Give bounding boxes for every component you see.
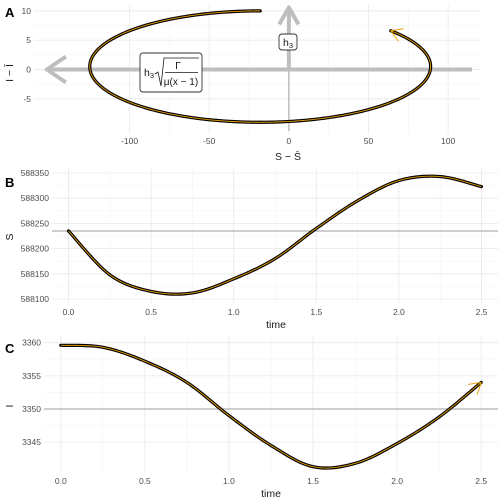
x-tick-label: -100 [121, 136, 138, 146]
x-tick-label: 2.0 [393, 307, 405, 317]
y-tick-label: 588150 [21, 269, 50, 279]
trajectory-overlay [89, 10, 432, 123]
y-tick-label: 588250 [21, 218, 50, 228]
panel-b-xlabel: time [266, 319, 286, 331]
panel-a-trajectory [88, 9, 433, 124]
h3-label-box: h3 [278, 33, 298, 51]
trajectory-arrowhead [389, 28, 404, 42]
x-tick-label: 2.0 [391, 476, 403, 486]
panel-a-xlabel: S − S̄ [275, 150, 301, 163]
x-tick-label: 0.5 [139, 476, 151, 486]
panel-c-ticks: 0.0 0.5 1.0 1.5 2.0 2.5 3345 3350 3355 3360 [22, 338, 487, 486]
x-tick-label: 1.5 [307, 476, 319, 486]
y-tick-label: 10 [22, 6, 32, 16]
panel-c-label: C [5, 341, 15, 356]
panel-b: B 0.0 0.5 1.0 1.5 2.0 2.5 588100 588150 588200 58… [4, 168, 498, 331]
panel-b-grid [52, 168, 498, 303]
x-tick-label: 0.0 [55, 476, 67, 486]
panel-a-ylabel: I − Ī [4, 64, 16, 82]
x-tick-label: -50 [203, 136, 216, 146]
x-tick-label: 0 [286, 136, 291, 146]
y-tick-label: 5 [26, 35, 31, 45]
y-tick-label: 3345 [22, 437, 41, 447]
h-reference-arrowhead [44, 54, 67, 85]
x-tick-label: 0.0 [63, 307, 75, 317]
y-tick-label: 588350 [21, 168, 50, 178]
y-tick-label: 3360 [22, 338, 41, 348]
formula-sqrt-sign [154, 57, 199, 87]
panel-c-grid [44, 336, 498, 472]
v-reference-arrowhead [277, 5, 301, 26]
y-tick-label: 3355 [22, 371, 41, 381]
formula-h3: h3 [144, 67, 154, 80]
x-tick-label: 100 [441, 136, 455, 146]
formula-numerator: Γ [175, 60, 181, 72]
panel-c-ylabel: I [4, 405, 16, 408]
y-tick-label: 588200 [21, 244, 50, 254]
y-tick-label: -5 [23, 94, 31, 104]
panel-c-xlabel: time [261, 488, 281, 500]
formula-denominator: μ(x − 1) [164, 77, 198, 88]
y-tick-label: 588100 [21, 294, 50, 304]
x-tick-label: 0.5 [145, 307, 157, 317]
y-tick-label: 0 [26, 65, 31, 75]
y-tick-label: 588300 [21, 193, 50, 203]
x-tick-label: 50 [364, 136, 374, 146]
x-tick-label: 1.5 [310, 307, 322, 317]
panel-c-series [59, 343, 483, 470]
panel-c: C 0.0 0.5 1.0 1.5 2.0 2.5 3345 3350 3355 3360 tim… [4, 336, 498, 500]
formula-label-box: h3 Γ μ(x − 1) [139, 52, 203, 93]
panel-a-annotations: h3 h3 Γ μ(x − 1) [139, 33, 298, 93]
trajectory-overlay [60, 344, 482, 469]
panel-b-series [66, 174, 484, 296]
panel-a-label: A [5, 5, 15, 20]
y-tick-label: 3350 [22, 404, 41, 414]
x-tick-label: 1.0 [228, 307, 240, 317]
panel-b-ticks: 0.0 0.5 1.0 1.5 2.0 2.5 588100 588150 588200 5882… [21, 168, 488, 317]
panel-b-ylabel: S [4, 233, 16, 240]
trajectory-arrowhead [468, 381, 482, 395]
x-tick-label: 2.5 [476, 307, 488, 317]
trajectory-overlay [68, 175, 482, 295]
x-tick-label: 1.0 [223, 476, 235, 486]
x-tick-label: 2.5 [475, 476, 487, 486]
panel-b-label: B [5, 175, 14, 190]
h3-label: h3 [283, 37, 293, 50]
